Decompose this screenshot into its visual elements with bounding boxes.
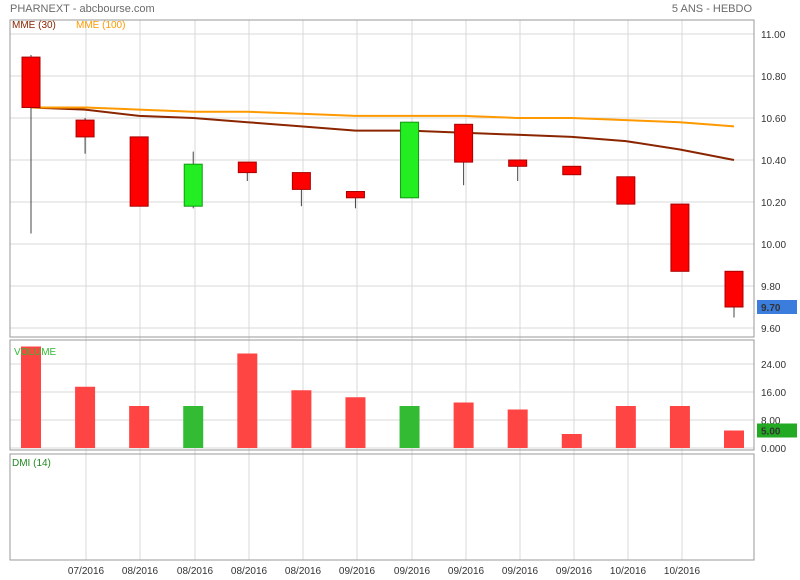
candle-body-down xyxy=(21,56,41,108)
volume-bar xyxy=(183,406,204,448)
date-axis-label: 08/2016 xyxy=(122,566,159,577)
price-tick-label: 11.00 xyxy=(761,30,786,41)
last-volume-badge xyxy=(757,423,797,438)
price-panel-frame xyxy=(9,19,755,338)
candle-body-down xyxy=(562,165,582,176)
dmi-panel-label: DMI (14) xyxy=(12,458,51,469)
volume-bar xyxy=(669,406,690,448)
volume-bar xyxy=(21,346,41,448)
price-tick-label: 10.00 xyxy=(761,240,786,251)
price-tick-label: 9.60 xyxy=(761,324,781,335)
volume-bar xyxy=(129,406,150,448)
date-axis-label: 09/2016 xyxy=(448,566,485,577)
date-axis-label: 07/2016 xyxy=(68,566,105,577)
last-price-badge xyxy=(757,300,797,314)
mme30-line xyxy=(30,106,735,161)
volume-bar xyxy=(724,430,744,448)
mme100-line xyxy=(31,106,735,128)
chart-source-title: PHARNEXT - abcbourse.com xyxy=(10,3,155,15)
volume-bar xyxy=(615,406,636,448)
price-tick-label: 10.20 xyxy=(761,198,786,209)
candle-body-down xyxy=(508,159,528,167)
dmi-panel-frame xyxy=(9,453,755,561)
candle-body-down xyxy=(75,119,95,138)
date-axis-label: 09/2016 xyxy=(339,566,376,577)
chart-period-label: 5 ANS - HEBDO xyxy=(671,3,752,15)
last-volume-value: 5.00 xyxy=(761,427,781,438)
volume-tick-label: 0.000 xyxy=(761,444,786,455)
price-tick-label: 10.80 xyxy=(761,72,786,83)
candle-body-down xyxy=(454,123,474,163)
volume-bar xyxy=(507,409,528,448)
candle-body-down xyxy=(670,203,690,272)
volume-bar xyxy=(561,434,582,448)
legend-mme100: MME (100) xyxy=(76,20,125,31)
volume-bar xyxy=(345,397,366,448)
date-axis-label: 09/2016 xyxy=(556,566,593,577)
date-axis-label: 08/2016 xyxy=(285,566,322,577)
candle-body-down xyxy=(129,136,149,207)
date-axis-label: 08/2016 xyxy=(177,566,214,577)
candle-body-down xyxy=(237,161,257,174)
candle-body-down xyxy=(724,270,744,308)
volume-tick-label: 8.00 xyxy=(761,416,781,427)
price-tick-label: 10.40 xyxy=(761,156,786,167)
date-axis-label: 09/2016 xyxy=(502,566,539,577)
candle-body-down xyxy=(291,172,311,190)
candle-body-up xyxy=(183,163,203,207)
volume-bar xyxy=(453,402,474,448)
volume-bar xyxy=(237,353,258,448)
volume-bar xyxy=(75,386,96,448)
candle-body-up xyxy=(400,121,420,199)
volume-panel-frame xyxy=(9,339,755,451)
volume-bar xyxy=(291,390,312,448)
legend-mme30: MME (30) xyxy=(12,20,56,31)
date-axis-label: 08/2016 xyxy=(231,566,268,577)
volume-tick-label: 24.00 xyxy=(761,360,786,371)
date-axis-label: 10/2016 xyxy=(610,566,647,577)
volume-panel-label: VOLUME xyxy=(14,347,57,358)
volume-tick-label: 16.00 xyxy=(761,388,786,399)
price-tick-label: 10.60 xyxy=(761,114,786,125)
candle-body-down xyxy=(616,176,636,205)
volume-bar xyxy=(399,406,420,448)
date-axis-label: 09/2016 xyxy=(394,566,431,577)
last-price-value: 9.70 xyxy=(761,303,781,314)
price-tick-label: 9.80 xyxy=(761,282,781,293)
date-axis-label: 10/2016 xyxy=(664,566,701,577)
candle-body-down xyxy=(345,191,365,199)
